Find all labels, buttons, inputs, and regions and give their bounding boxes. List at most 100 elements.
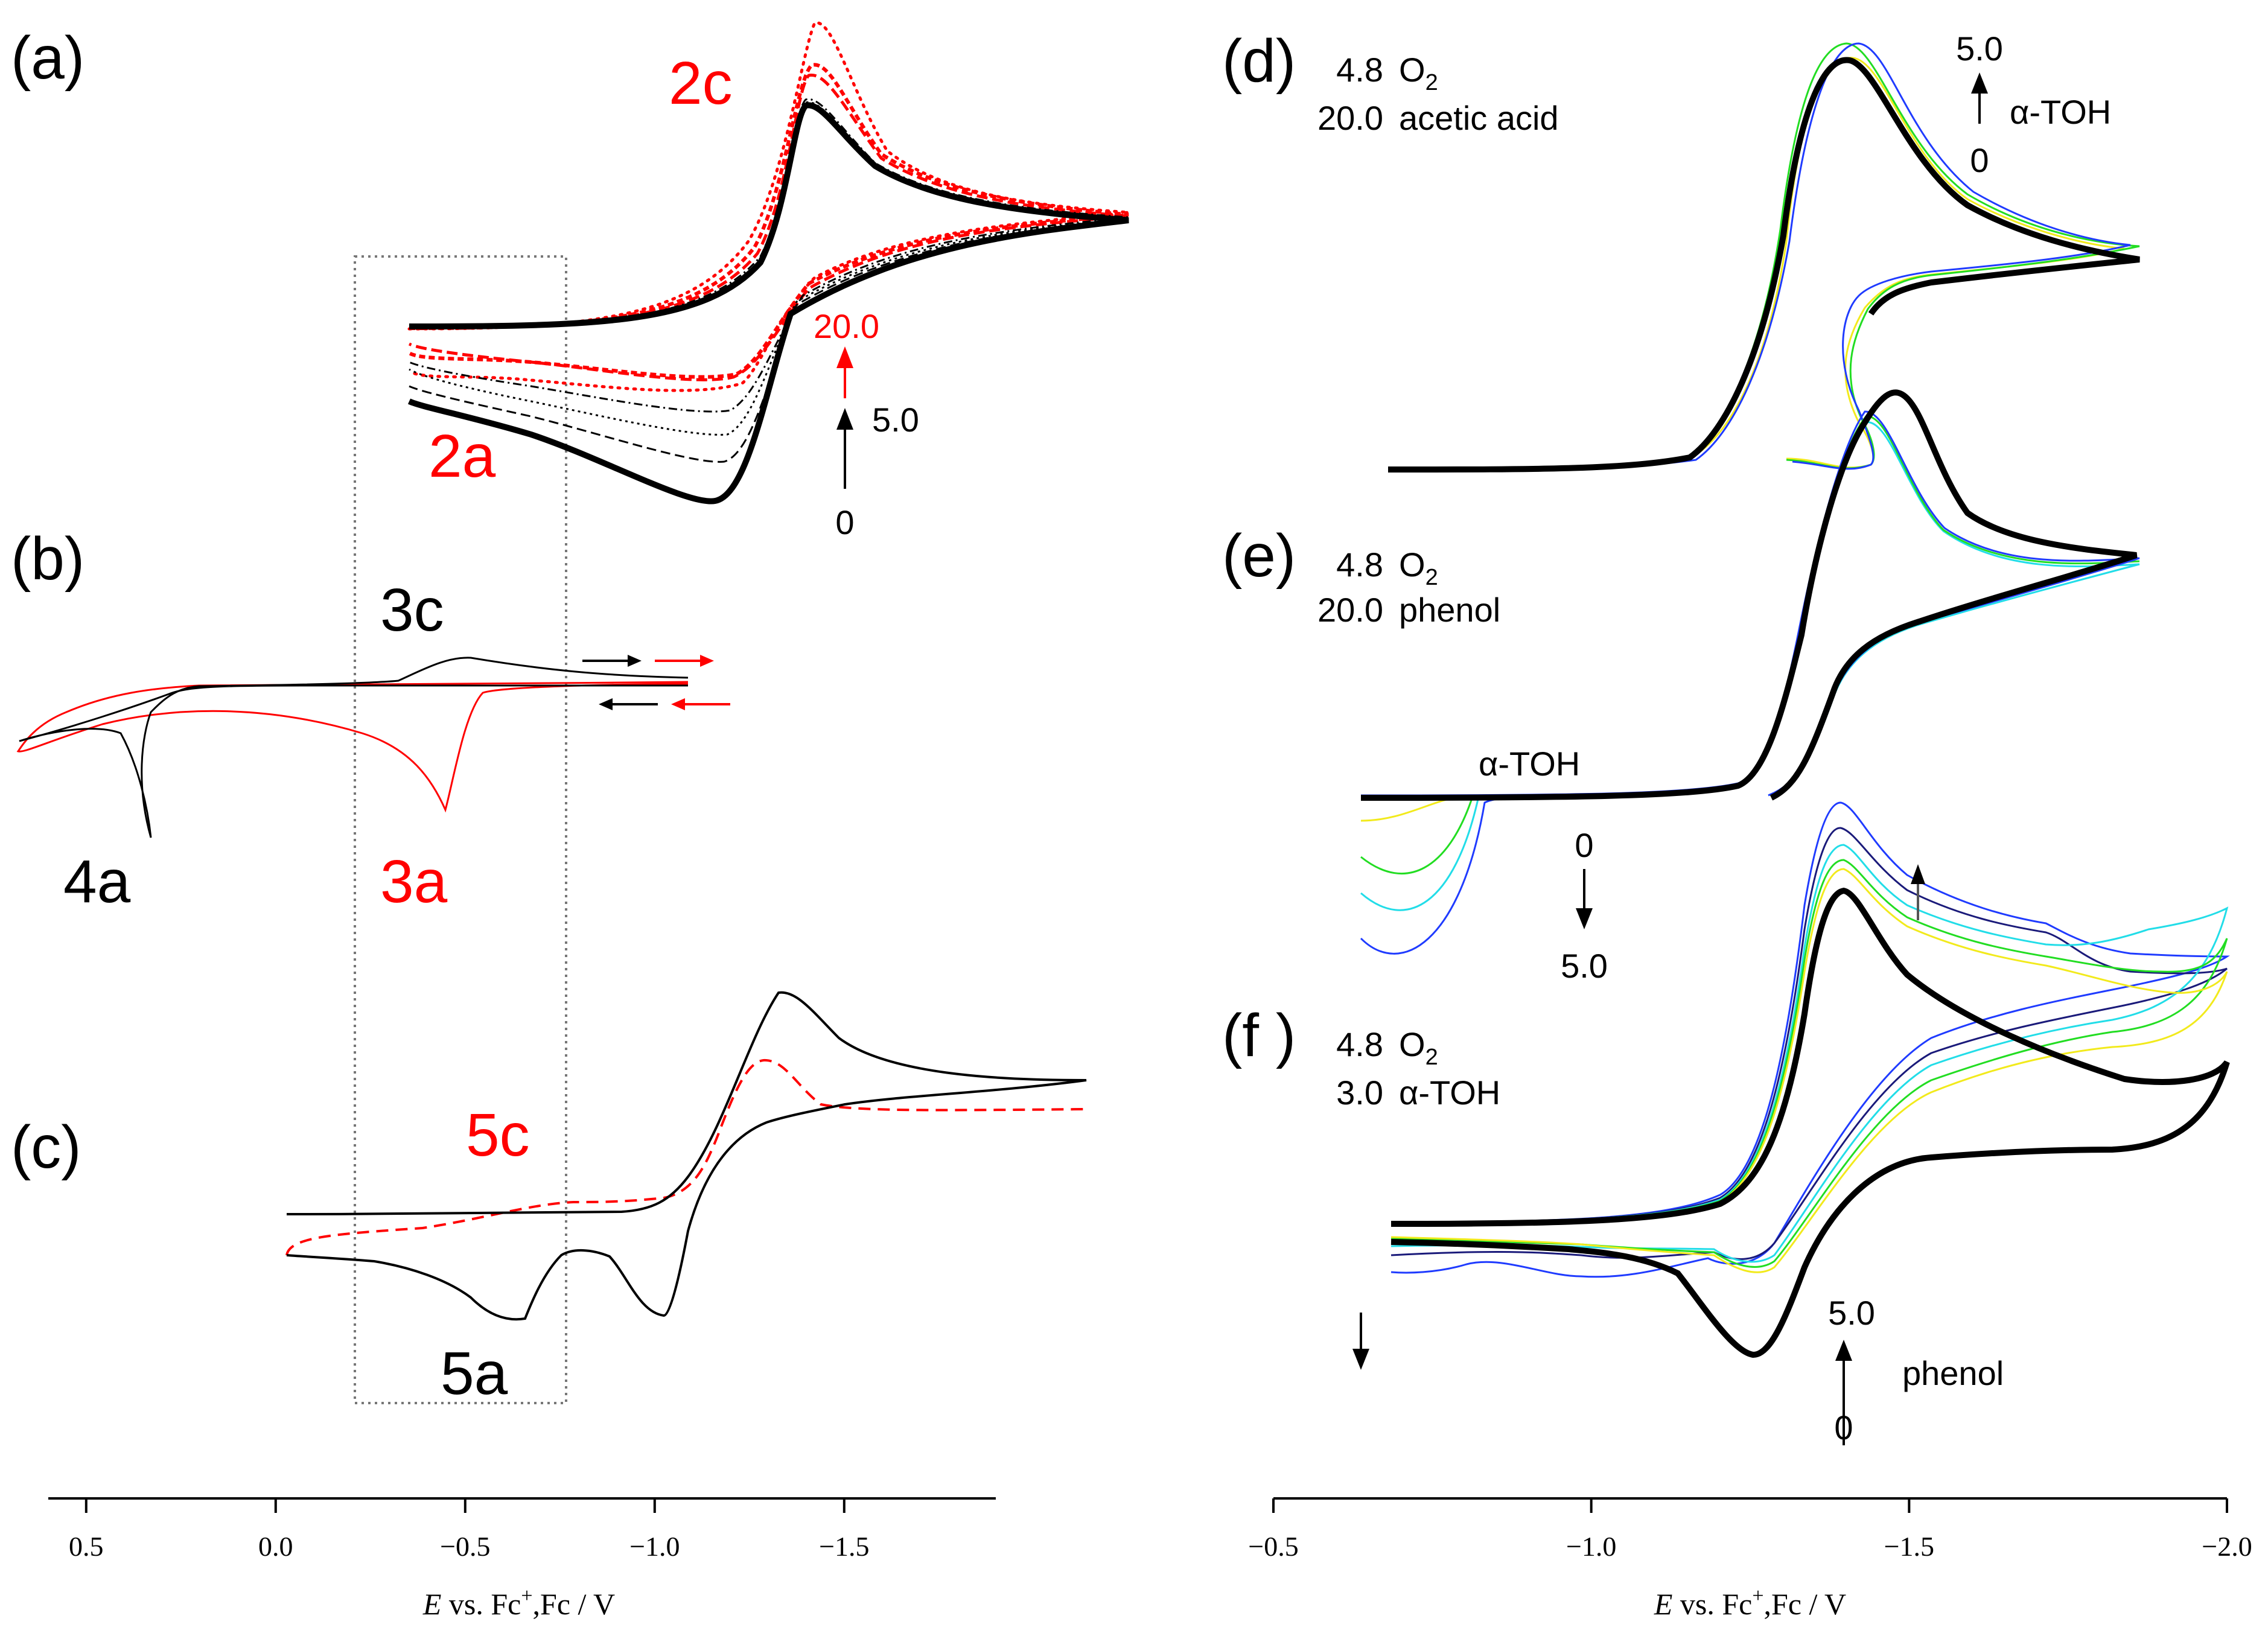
curve-label-3c: 3c bbox=[380, 576, 444, 644]
panel-label-a: (a) bbox=[11, 24, 84, 92]
cond-d-o2-label: O2 bbox=[1399, 51, 1438, 95]
cond-e-phenol-value: 20.0 bbox=[1317, 591, 1383, 629]
x-axis-label-left: E vs. Fc+,Fc / V bbox=[422, 1585, 615, 1621]
cond-e-o2-value: 4.8 bbox=[1336, 546, 1383, 584]
series-f-cyan bbox=[1390, 844, 2229, 1263]
cond-d-acid-label: acetic acid bbox=[1399, 99, 1559, 137]
panel-b: (b) 3c 4a 3a bbox=[11, 525, 730, 915]
x-axis-right: −0.5 −1.0 −1.5 −2.0 E vs. Fc+,Fc / V bbox=[1248, 1497, 2252, 1621]
cond-d-o2-text: O bbox=[1399, 51, 1425, 89]
cond-f-o2-value: 4.8 bbox=[1336, 1025, 1383, 1063]
x-axis-left: 0.5 0.0 −0.5 −1.0 −1.5 E vs. Fc+,Fc / V bbox=[48, 1497, 996, 1621]
arrow-d-label-5: 5.0 bbox=[1956, 30, 2003, 68]
series-c-red bbox=[285, 1058, 1087, 1256]
arrow-f-left-head bbox=[1352, 1349, 1369, 1370]
curve-label-4a: 4a bbox=[63, 848, 131, 915]
series-f-black bbox=[1390, 887, 2230, 1358]
arrow-a-label-20: 20.0 bbox=[814, 307, 879, 345]
series-e-cyan-wave bbox=[1360, 796, 1480, 911]
curve-label-5c: 5c bbox=[466, 1101, 530, 1169]
cond-e-o2-sub: 2 bbox=[1425, 565, 1438, 590]
arrow-e-label-atoh: α-TOH bbox=[1479, 745, 1580, 783]
cond-e-phenol-label: phenol bbox=[1399, 591, 1500, 629]
tick-group-left: 0.5 0.0 −0.5 −1.0 −1.5 bbox=[69, 1498, 870, 1562]
series-e-black bbox=[1360, 389, 2138, 801]
panel-f: (f ) 4.8 O2 3.0 α-TOH 5.0 0 phenol bbox=[1222, 801, 2230, 1447]
arrow-b-fwd-black-head bbox=[628, 655, 642, 667]
x-axis-label-italic: E bbox=[422, 1587, 442, 1621]
x-axis-label-text: vs. Fc bbox=[1672, 1587, 1752, 1621]
series-d-blue bbox=[1387, 42, 2131, 471]
panel-label-c: (c) bbox=[11, 1113, 81, 1181]
curve-label-2c: 2c bbox=[669, 49, 733, 117]
x-tick-label-left-3: −1.0 bbox=[629, 1531, 680, 1562]
arrow-e-label-0: 0 bbox=[1575, 826, 1593, 864]
cond-d-o2-sub: 2 bbox=[1425, 70, 1438, 95]
curve-label-3a: 3a bbox=[380, 848, 448, 915]
series-a-10 bbox=[408, 74, 1129, 381]
x-tick-label-left-0: 0.5 bbox=[69, 1531, 104, 1562]
x-axis-label-sup: + bbox=[521, 1585, 532, 1607]
cond-f-o2-sub: 2 bbox=[1425, 1045, 1438, 1070]
panel-label-d: (d) bbox=[1222, 27, 1296, 95]
x-tick-label-left-4: −1.5 bbox=[819, 1531, 869, 1562]
arrow-d-label-0: 0 bbox=[1970, 141, 1989, 179]
series-f-navy bbox=[1390, 827, 2228, 1260]
x-axis-label-text: vs. Fc bbox=[441, 1587, 521, 1621]
arrow-f-label-phenol: phenol bbox=[1902, 1354, 2004, 1392]
curve-label-2a: 2a bbox=[428, 422, 496, 490]
panel-a: (a) 2c 2a 0 5.0 20.0 bbox=[11, 21, 1129, 541]
x-tick-label-right-3: −2.0 bbox=[2202, 1531, 2252, 1562]
x-tick-label-right-1: −1.0 bbox=[1566, 1531, 1616, 1562]
cond-f-o2-text: O bbox=[1399, 1025, 1425, 1063]
x-axis-label-sup: + bbox=[1752, 1585, 1763, 1607]
cond-f-o2-label: O2 bbox=[1399, 1025, 1438, 1070]
panel-c: (c) 5c 5a bbox=[11, 991, 1087, 1407]
x-axis-label-tail: ,Fc / V bbox=[1764, 1587, 1847, 1621]
cond-f-atoh-label: α-TOH bbox=[1399, 1074, 1500, 1112]
cond-d-o2-value: 4.8 bbox=[1336, 51, 1383, 89]
series-a-20 bbox=[407, 21, 1129, 392]
cond-e-o2-text: O bbox=[1399, 546, 1425, 584]
arrow-e-label-5: 5.0 bbox=[1561, 947, 1608, 985]
series-f-green bbox=[1390, 859, 2228, 1268]
arrow-b-rev-black-head bbox=[599, 698, 613, 710]
cond-f-atoh-value: 3.0 bbox=[1336, 1074, 1383, 1112]
curve-label-5a: 5a bbox=[441, 1340, 508, 1407]
series-e-green-wave bbox=[1360, 796, 1474, 874]
panel-label-f: (f ) bbox=[1222, 1002, 1296, 1069]
tick-group-right: −0.5 −1.0 −1.5 −2.0 bbox=[1248, 1498, 2252, 1562]
arrow-f-head bbox=[1835, 1340, 1852, 1361]
arrow-f-label-0: 0 bbox=[1834, 1408, 1853, 1447]
panel-label-e: (e) bbox=[1222, 522, 1296, 590]
series-a-15 bbox=[408, 63, 1129, 379]
arrow-f-label-5: 5.0 bbox=[1828, 1294, 1875, 1332]
series-f-yellow bbox=[1390, 868, 2228, 1273]
arrow-a-black-head bbox=[836, 408, 853, 430]
series-b-black bbox=[19, 657, 689, 838]
panel-d: (d) 4.8 O2 20.0 acetic acid 5.0 0 α-TOH bbox=[1222, 27, 2140, 473]
arrow-e-head bbox=[1576, 908, 1593, 929]
x-tick-label-right-2: −1.5 bbox=[1884, 1531, 1934, 1562]
x-axis-label-right: E vs. Fc+,Fc / V bbox=[1654, 1585, 1846, 1621]
series-c-black bbox=[286, 991, 1087, 1321]
highlight-box bbox=[354, 255, 567, 1404]
x-tick-label-right-0: −0.5 bbox=[1248, 1531, 1298, 1562]
series-d-black bbox=[1387, 57, 2140, 473]
series-d-yellow bbox=[1387, 57, 2125, 471]
series-a-0 bbox=[407, 102, 1129, 504]
arrow-b-rev-red-head bbox=[671, 698, 685, 710]
x-axis-label-tail: ,Fc / V bbox=[533, 1587, 616, 1621]
arrow-a-label-5: 5.0 bbox=[872, 401, 919, 439]
cond-d-acid-value: 20.0 bbox=[1317, 99, 1383, 137]
arrow-a-label-0: 0 bbox=[835, 503, 854, 541]
panel-label-b: (b) bbox=[11, 525, 84, 593]
arrow-d-label-atoh: α-TOH bbox=[2010, 93, 2111, 131]
arrow-b-fwd-red-head bbox=[700, 655, 714, 667]
arrow-f-upper-head bbox=[1911, 864, 1925, 884]
cond-e-o2-label: O2 bbox=[1399, 546, 1438, 590]
x-tick-label-left-2: −0.5 bbox=[440, 1531, 490, 1562]
x-axis-label-italic: E bbox=[1654, 1587, 1673, 1621]
